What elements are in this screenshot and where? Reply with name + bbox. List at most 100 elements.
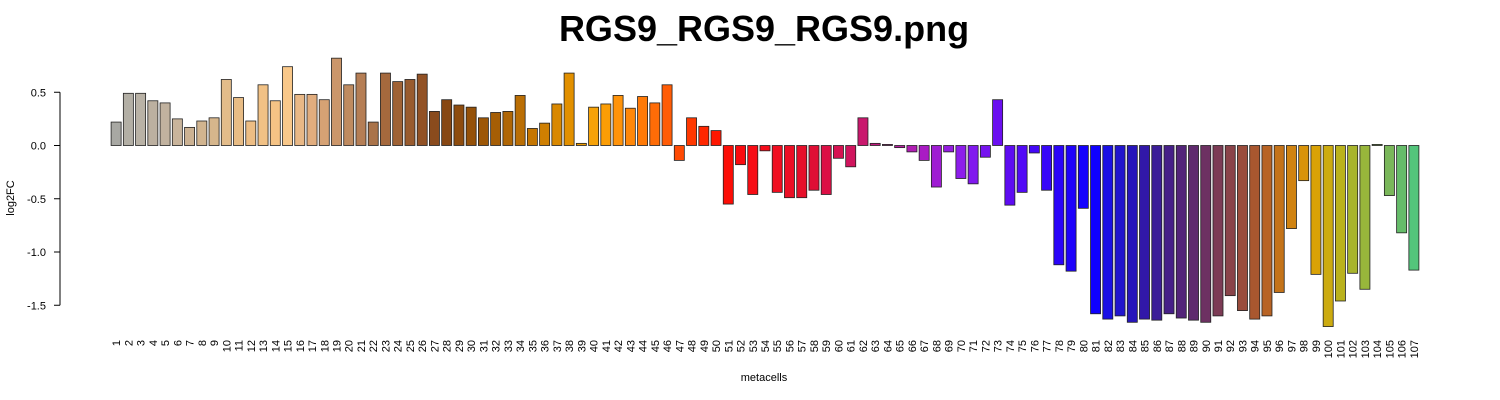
x-tick-label: 20 [344,340,356,352]
x-tick-label: 6 [172,340,184,346]
bar-55 [771,145,783,193]
bar-60 [833,145,844,159]
bar-70 [955,145,967,179]
x-axis-title: metacells [741,372,788,384]
bar-80 [1077,145,1089,209]
x-tick-label: 35 [527,340,539,352]
bar-73 [992,99,1004,146]
x-tick-label: 41 [601,340,613,352]
x-tick-label: 104 [1372,340,1384,358]
bar-41 [600,103,612,146]
bar-17 [306,93,318,146]
x-tick-label: 3 [136,340,148,346]
bar-29 [453,104,465,146]
x-tick-label: 21 [356,340,368,352]
bar-18 [318,99,330,146]
bar-91 [1212,145,1224,317]
x-tick-label: 14 [270,340,282,352]
bar-30 [465,106,477,146]
x-tick-label: 81 [1091,340,1103,352]
x-tick-label: 1 [111,340,123,346]
bar-8 [196,120,208,146]
x-tick-label: 48 [687,340,699,352]
x-tick-label: 63 [870,340,882,352]
x-tick-label: 103 [1360,340,1372,358]
bar-56 [784,145,795,199]
x-tick-label: 85 [1140,340,1152,352]
x-tick-label: 84 [1127,340,1139,352]
x-tick-label: 29 [454,340,466,352]
x-tick-label: 16 [295,340,307,352]
x-tick-label: 17 [307,340,319,352]
x-tick-label: 24 [393,340,405,352]
bar-81 [1090,145,1101,315]
x-tick-label: 55 [772,340,784,352]
x-tick-label: 60 [833,340,845,352]
x-tick-label: 56 [784,340,796,352]
x-tick-label: 9 [209,340,221,346]
bar-66 [906,145,918,153]
bar-94 [1249,145,1261,320]
y-tick-label: 0.0 [31,141,46,153]
chart-title: RGS9_RGS9_RGS9.png [558,8,970,49]
bar-11 [233,97,244,146]
bar-102 [1347,145,1359,274]
bar-95 [1261,145,1273,317]
x-tick-label: 26 [417,340,429,352]
x-tick-label: 76 [1029,340,1041,352]
x-tick-label: 72 [980,340,992,352]
x-tick-label: 99 [1311,340,1323,352]
x-tick-label: 90 [1201,340,1213,352]
bar-92 [1224,145,1236,297]
bar-68 [930,145,942,188]
x-tick-label: 71 [968,340,980,352]
y-tick-label: -0.5 [27,194,46,206]
y-axis: -1.5 -1.0 -0.5 0.0 0.5 [27,87,61,312]
x-tick-label: 23 [380,340,392,352]
bar-39 [575,142,587,146]
x-tick-label: 52 [736,340,748,352]
x-tick-label: 11 [234,340,246,351]
x-tick-label: 91 [1213,340,1225,352]
bar-59 [820,145,832,195]
bar-21 [355,72,367,146]
bar-44 [637,96,648,146]
bar-16 [294,93,306,146]
bar-54 [759,145,771,152]
bar-48 [686,117,697,146]
x-tick-label: 7 [185,340,197,346]
bar-45 [649,102,661,146]
bar-7 [184,126,195,146]
bar-14 [269,100,281,146]
x-tick-label: 87 [1164,340,1176,352]
x-tick-label: 83 [1115,340,1127,352]
bar-87 [1163,145,1175,315]
x-tick-label: 106 [1397,340,1409,358]
x-tick-label: 10 [221,340,233,352]
bar-79 [1065,145,1077,272]
bar-69 [943,145,955,153]
bar-31 [477,117,489,146]
bar-106 [1396,145,1408,234]
bar-77 [1041,145,1053,191]
bar-19 [331,57,342,146]
bar-2 [122,92,134,146]
x-tick-label: 32 [491,340,503,352]
bar-12 [245,120,257,146]
bar-28 [441,99,453,146]
bar-84 [1126,145,1138,323]
bar-37 [551,103,563,146]
y-tick-label: -1.5 [27,300,46,312]
bar-20 [343,84,355,146]
bar-76 [1028,145,1040,154]
x-tick-label: 22 [368,340,380,352]
x-tick-label: 2 [123,340,135,346]
bar-4 [147,100,159,146]
x-tick-label: 13 [258,340,270,352]
bar-96 [1273,145,1285,293]
x-tick-label: 28 [442,340,454,352]
x-tick-label: 69 [944,340,956,352]
bar-42 [612,95,624,146]
bar-93 [1237,145,1248,311]
